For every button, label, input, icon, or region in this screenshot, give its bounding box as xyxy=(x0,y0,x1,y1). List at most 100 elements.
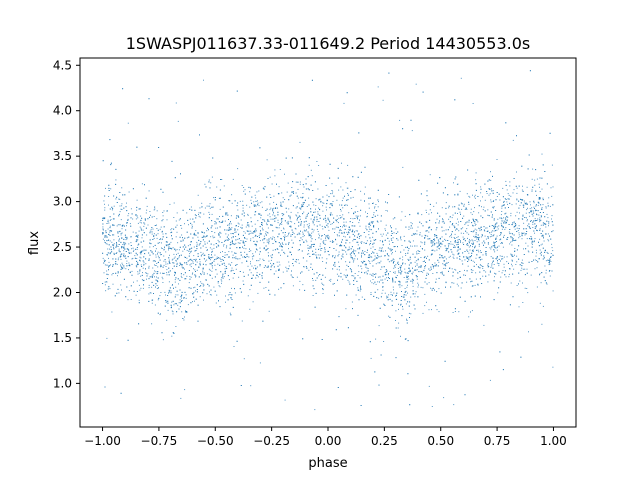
data-point xyxy=(342,207,344,209)
data-point xyxy=(153,216,155,217)
data-point xyxy=(309,246,311,248)
data-point xyxy=(481,242,483,244)
data-point xyxy=(328,238,330,240)
data-point xyxy=(115,253,117,254)
data-point xyxy=(128,290,130,292)
data-point xyxy=(527,250,529,252)
data-point xyxy=(331,214,333,216)
data-point xyxy=(485,238,487,240)
data-point xyxy=(179,299,181,301)
data-point xyxy=(249,289,251,291)
data-point xyxy=(189,208,191,210)
data-point xyxy=(137,239,139,241)
data-point xyxy=(271,224,273,226)
data-point xyxy=(218,197,220,199)
data-point xyxy=(180,240,182,242)
data-point xyxy=(516,227,518,229)
data-point xyxy=(283,213,285,215)
data-point xyxy=(161,247,162,249)
data-point xyxy=(196,269,198,271)
data-point xyxy=(508,231,510,233)
data-point xyxy=(552,366,554,368)
data-point xyxy=(370,256,372,258)
data-point xyxy=(330,203,332,204)
data-point xyxy=(531,243,533,245)
data-point xyxy=(274,220,276,222)
data-point xyxy=(340,210,342,212)
data-point xyxy=(292,265,294,267)
data-point xyxy=(550,238,552,240)
data-point xyxy=(532,251,534,253)
data-point xyxy=(345,246,347,248)
data-point xyxy=(218,257,219,258)
data-point xyxy=(501,225,503,227)
data-point xyxy=(365,227,367,229)
data-point xyxy=(353,284,355,285)
data-point xyxy=(457,194,459,196)
data-point xyxy=(415,265,416,267)
data-point xyxy=(196,241,198,243)
data-point xyxy=(530,211,531,213)
data-point xyxy=(121,289,122,291)
data-point xyxy=(382,286,384,288)
data-point xyxy=(347,187,349,189)
data-point xyxy=(397,268,399,269)
data-point xyxy=(208,254,210,256)
data-point xyxy=(547,239,549,241)
data-point xyxy=(405,303,407,305)
data-point xyxy=(371,260,373,262)
data-point xyxy=(341,249,343,251)
data-point xyxy=(302,202,304,204)
data-point xyxy=(162,191,164,193)
data-point xyxy=(428,268,430,270)
data-point xyxy=(200,255,202,257)
data-point xyxy=(470,212,472,214)
data-point xyxy=(501,220,503,222)
data-point xyxy=(490,248,492,250)
data-point xyxy=(405,254,407,256)
data-point xyxy=(308,235,310,237)
data-point xyxy=(374,207,375,209)
data-point xyxy=(256,191,258,193)
data-point xyxy=(414,308,416,310)
data-point xyxy=(400,300,402,301)
data-point xyxy=(103,259,105,261)
data-point xyxy=(211,176,213,178)
data-point xyxy=(279,169,281,170)
data-point xyxy=(108,204,109,206)
data-point xyxy=(371,253,372,254)
data-point xyxy=(444,267,446,269)
data-point xyxy=(195,234,197,236)
data-point xyxy=(485,254,487,256)
data-point xyxy=(535,209,536,211)
data-point xyxy=(333,221,335,223)
data-point xyxy=(485,247,487,248)
data-point xyxy=(393,232,395,234)
data-point xyxy=(385,274,387,275)
data-point xyxy=(526,186,528,188)
data-point xyxy=(336,290,338,292)
data-point xyxy=(494,276,495,278)
data-point xyxy=(486,193,488,194)
data-point xyxy=(464,269,465,271)
data-point xyxy=(152,239,154,240)
data-point xyxy=(343,274,345,276)
data-point xyxy=(531,240,533,242)
data-point xyxy=(102,219,104,221)
data-point xyxy=(433,244,435,246)
data-point xyxy=(183,319,185,321)
data-point xyxy=(218,285,220,287)
data-point xyxy=(266,248,268,250)
data-point xyxy=(201,236,203,238)
data-point xyxy=(283,283,285,285)
data-point xyxy=(320,238,322,240)
data-point xyxy=(475,257,477,259)
data-point xyxy=(539,219,540,221)
data-point xyxy=(398,280,400,282)
data-point xyxy=(477,221,479,223)
data-point xyxy=(321,248,323,249)
data-point xyxy=(305,215,307,217)
data-point xyxy=(193,287,195,289)
data-point xyxy=(436,291,438,293)
data-point xyxy=(250,221,252,223)
